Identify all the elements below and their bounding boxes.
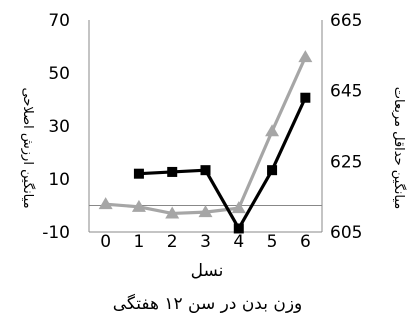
y-axis-right-label: میانگین حداقل مربعات: [391, 87, 407, 209]
y-right-tick-label: 625: [330, 152, 362, 172]
x-tick-labels: 0 1 2 3 4 5 6: [100, 232, 311, 252]
x-tick-label: 6: [300, 232, 311, 252]
x-tick-label: 3: [200, 232, 211, 252]
chart: -10 10 30 50 70 605 625 645 665 0 1 2 3 4 5 6 میانگین…: [20, 11, 407, 281]
y-right-tick-label: 645: [330, 82, 362, 102]
series-2-point: [233, 223, 244, 234]
series-1-point: [165, 206, 180, 219]
y-left-tick-label: 10: [48, 170, 70, 190]
y-left-tick-label: -10: [42, 223, 70, 243]
x-tick-label: 5: [267, 232, 278, 252]
series-2-line: [138, 97, 307, 231]
series-2-point: [133, 168, 144, 179]
series-1-point: [298, 50, 313, 63]
series-1-point: [98, 197, 113, 210]
x-axis-label: نسل: [191, 261, 224, 281]
y-right-tick-label: 665: [330, 11, 362, 31]
series-1-point: [265, 124, 280, 137]
x-tick-label: 4: [233, 232, 244, 252]
x-tick-label: 1: [134, 232, 145, 252]
series-layer: [98, 50, 313, 234]
x-tick-label: 2: [167, 232, 178, 252]
chart-caption: وزن بدن در سن ۱۲ هفتگی: [112, 294, 303, 314]
series-1-point: [131, 199, 146, 212]
y-left-tick-label: 70: [48, 11, 70, 31]
series-1-point: [231, 201, 246, 214]
left-tick-labels: -10 10 30 50 70: [42, 11, 70, 243]
x-tick-label: 0: [100, 232, 111, 252]
series-2-point: [300, 92, 311, 103]
y-right-tick-label: 605: [330, 223, 362, 243]
y-axis-left-label: میانگین ارزش اصلاحی: [20, 87, 36, 208]
y-left-tick-label: 50: [48, 64, 70, 84]
right-tick-labels: 605 625 645 665: [330, 11, 362, 243]
y-left-tick-label: 30: [48, 117, 70, 137]
plot-frame: [88, 20, 323, 233]
series-1-point: [198, 205, 213, 218]
series-2-point: [200, 165, 211, 176]
series-2-point: [267, 165, 278, 176]
series-2-point: [167, 166, 178, 177]
